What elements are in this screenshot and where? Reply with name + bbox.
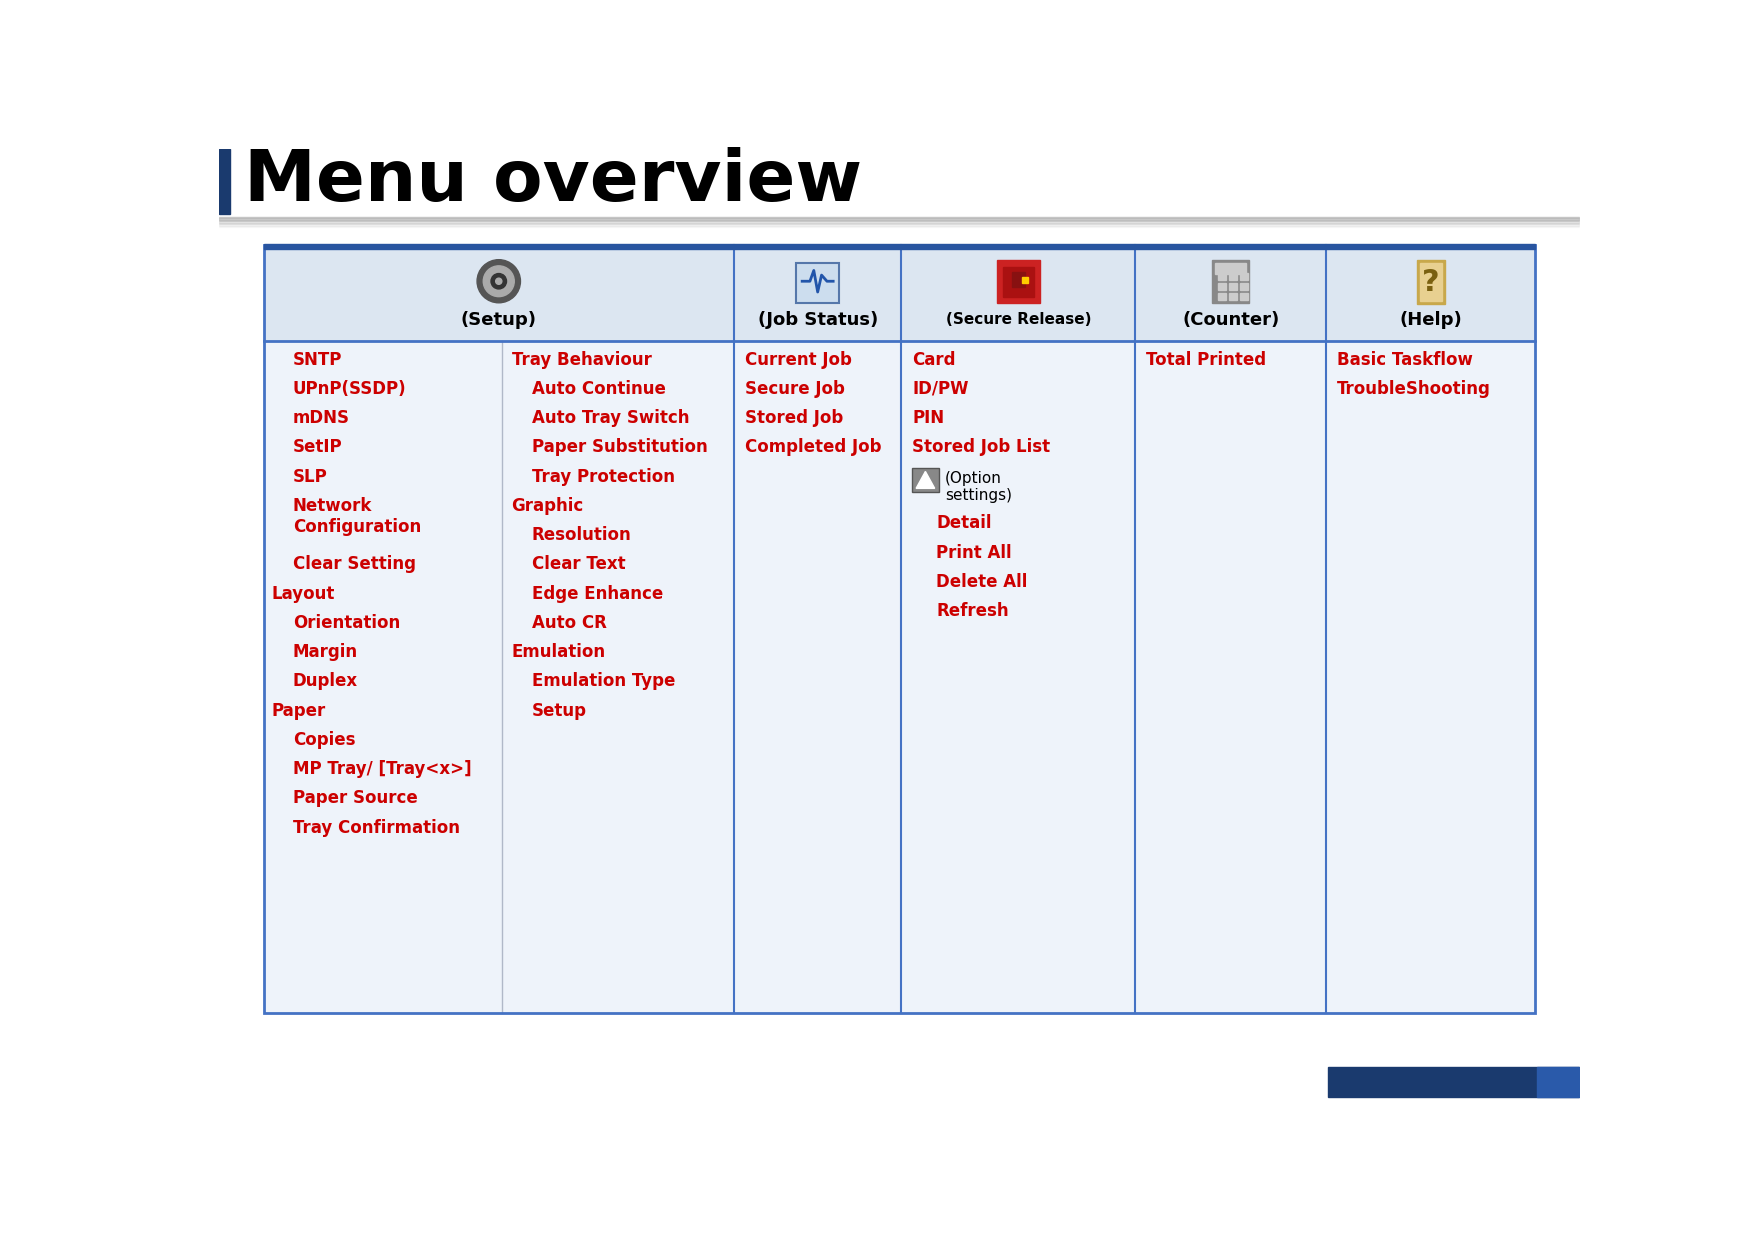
Bar [1002, 268, 1034, 296]
Bar [1241, 283, 1248, 290]
Bar [1214, 263, 1246, 274]
Bar [797, 263, 839, 303]
Text: SLP: SLP [293, 467, 328, 486]
Circle shape [483, 265, 514, 296]
Text: Orientation: Orientation [293, 614, 400, 632]
Text: Print All: Print All [935, 543, 1013, 562]
Bar [1218, 283, 1227, 290]
Bar [1021, 277, 1028, 283]
Text: (Secure Release): (Secure Release) [946, 312, 1092, 327]
Text: Stored Job: Stored Job [744, 409, 842, 427]
Text: Emulation: Emulation [511, 644, 605, 661]
Bar [1420, 263, 1441, 301]
Bar [1228, 273, 1237, 280]
Bar [1228, 283, 1237, 290]
Text: Paper Substitution: Paper Substitution [532, 438, 707, 456]
Bar [1218, 273, 1227, 280]
Bar [1241, 293, 1248, 300]
Text: 2. Menu Overview and Basic Setup: 2. Menu Overview and Basic Setup [1330, 1075, 1572, 1089]
Text: Basic Taskflow: Basic Taskflow [1337, 351, 1472, 368]
Bar [1213, 259, 1250, 303]
Text: Clear Text: Clear Text [532, 556, 625, 573]
Text: Delete All: Delete All [935, 573, 1028, 591]
Bar [997, 259, 1041, 303]
Text: Resolution: Resolution [532, 526, 632, 544]
Text: ?: ? [1422, 268, 1439, 298]
Text: Clear Setting: Clear Setting [293, 556, 416, 573]
Text: Auto Tray Switch: Auto Tray Switch [532, 409, 690, 427]
Text: Layout: Layout [272, 584, 335, 603]
Bar [1013, 272, 1025, 288]
Text: Tray Behaviour: Tray Behaviour [511, 351, 651, 368]
Text: UPnP(SSDP): UPnP(SSDP) [293, 379, 407, 398]
Text: mDNS: mDNS [293, 409, 349, 427]
Text: Menu overview: Menu overview [244, 148, 862, 217]
Bar [263, 246, 1536, 1013]
Text: Total Printed: Total Printed [1146, 351, 1267, 368]
Bar [219, 149, 230, 215]
Bar [263, 243, 1536, 249]
Bar [1416, 259, 1444, 304]
Text: Emulation Type: Emulation Type [532, 672, 676, 691]
Text: Secure Job: Secure Job [744, 379, 844, 398]
Text: (Option
settings): (Option settings) [944, 471, 1013, 503]
Bar [219, 221, 1580, 223]
Bar [263, 341, 1536, 1013]
Text: (Job Status): (Job Status) [758, 311, 878, 329]
Text: PIN: PIN [913, 409, 944, 427]
Text: Auto CR: Auto CR [532, 614, 607, 632]
Circle shape [477, 259, 521, 303]
Text: (Help): (Help) [1399, 311, 1462, 329]
Bar [219, 218, 1580, 219]
Circle shape [491, 274, 507, 289]
Text: Duplex: Duplex [293, 672, 358, 691]
Circle shape [495, 278, 502, 284]
Text: Current Job: Current Job [744, 351, 851, 368]
Text: Paper: Paper [272, 702, 325, 719]
Bar [219, 227, 1580, 229]
Text: Card: Card [913, 351, 956, 368]
Text: Setup: Setup [532, 702, 586, 719]
Bar [219, 217, 1580, 218]
Text: 36: 36 [1544, 1073, 1571, 1091]
Text: ID/PW: ID/PW [913, 379, 969, 398]
Text: Tray Confirmation: Tray Confirmation [293, 818, 460, 837]
Bar [1241, 273, 1248, 280]
Bar [219, 219, 1580, 221]
Bar [1218, 293, 1227, 300]
Text: Detail: Detail [935, 515, 992, 532]
Text: (Setup): (Setup) [462, 311, 537, 329]
Text: (Counter): (Counter) [1183, 311, 1279, 329]
Bar [219, 223, 1580, 224]
Bar [913, 467, 939, 492]
Polygon shape [916, 471, 935, 489]
Bar [263, 246, 1536, 341]
Text: Margin: Margin [293, 644, 358, 661]
Bar [219, 224, 1580, 226]
Text: Refresh: Refresh [935, 603, 1009, 620]
Bar [219, 226, 1580, 227]
Text: Copies: Copies [293, 730, 356, 749]
Bar [219, 217, 1580, 219]
Text: Auto Continue: Auto Continue [532, 379, 665, 398]
Text: Paper Source: Paper Source [293, 790, 418, 807]
Bar [1327, 1066, 1580, 1097]
Text: Graphic: Graphic [511, 497, 584, 515]
Text: TroubleShooting: TroubleShooting [1337, 379, 1490, 398]
Bar [1537, 1066, 1580, 1097]
Text: Tray Protection: Tray Protection [532, 467, 674, 486]
Text: SetIP: SetIP [293, 438, 342, 456]
Text: SNTP: SNTP [293, 351, 342, 368]
Bar [797, 263, 839, 303]
Text: Edge Enhance: Edge Enhance [532, 584, 663, 603]
Text: MP Tray/ [Tray<x>]: MP Tray/ [Tray<x>] [293, 760, 472, 779]
Text: Completed Job: Completed Job [744, 438, 881, 456]
Text: Stored Job List: Stored Job List [913, 438, 1049, 456]
Text: Network
Configuration: Network Configuration [293, 497, 421, 536]
Bar [1228, 293, 1237, 300]
